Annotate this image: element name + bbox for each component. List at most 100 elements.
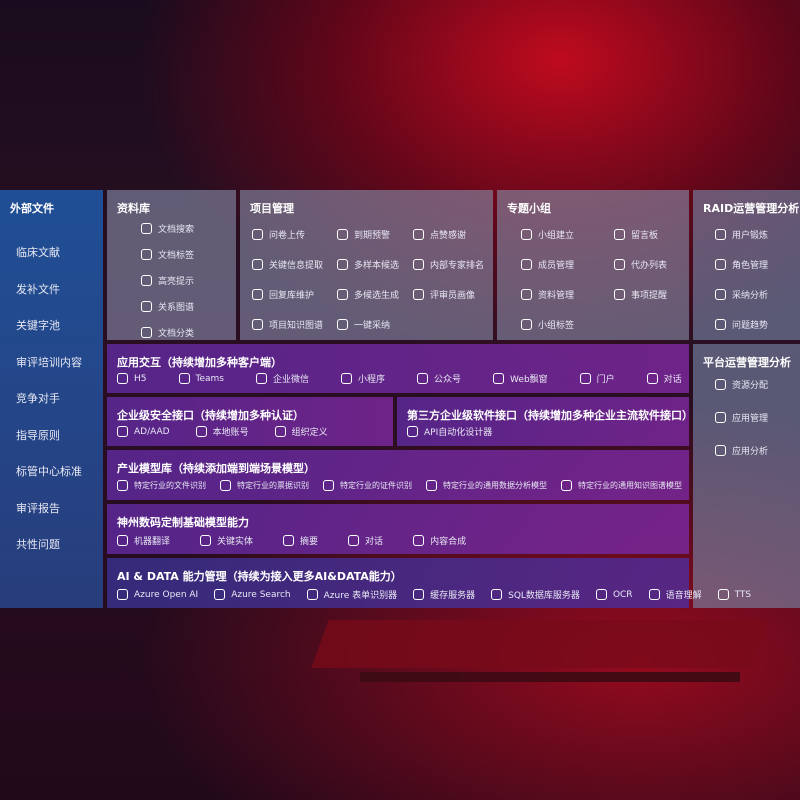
item-label: 点赞感谢 xyxy=(430,231,467,241)
item-label: 企业微信 xyxy=(272,375,309,385)
item-icon xyxy=(283,535,295,546)
item-label: 回复库维护 xyxy=(269,291,315,301)
item-row: Teams xyxy=(178,372,224,385)
item-icon xyxy=(413,289,425,300)
item-icon xyxy=(306,589,318,600)
item-icon xyxy=(337,259,349,270)
panel-title: RAID运营管理分析 xyxy=(703,202,800,215)
item-list: 资源分配 应用管理 应用分析 xyxy=(715,378,768,457)
item-label: API自动化设计器 xyxy=(424,428,493,438)
item-icon xyxy=(717,589,729,600)
item-icon xyxy=(521,229,532,240)
item-icon xyxy=(715,379,726,390)
item-icon xyxy=(614,259,626,270)
item-icon xyxy=(141,249,152,260)
panel-title: AI & DATA 能力管理（持续为接入更多AI&DATA能力） xyxy=(117,570,402,583)
item-row: 特定行业的通用知识图谱模型 xyxy=(561,480,682,491)
item-label: 指导原则 xyxy=(16,428,60,442)
item-icon xyxy=(220,480,231,491)
item-icon xyxy=(348,535,360,546)
item-label: 事项提醒 xyxy=(631,291,668,301)
item-label: 对话 xyxy=(365,537,384,547)
item-row: 应用分析 xyxy=(715,444,768,457)
item-icon xyxy=(117,373,128,384)
item-label: 采纳分析 xyxy=(732,291,769,301)
item-label: 缓存服务器 xyxy=(430,591,476,601)
item-row: 评审员画像 xyxy=(413,288,484,301)
item-list: 文档搜索 文档标签 高亮提示 关系图谱 文档分类 xyxy=(141,222,194,339)
item-row: OCR xyxy=(595,588,633,601)
item-label: 摘要 xyxy=(300,537,319,547)
item-row: 文档分类 xyxy=(141,326,194,339)
item-label: H5 xyxy=(134,373,147,384)
floor-shape xyxy=(311,620,769,668)
item-row: 资料管理 xyxy=(521,288,574,301)
item-label: 代办列表 xyxy=(631,261,668,271)
item-label: 多样本候选 xyxy=(354,261,400,271)
item-label: SQL数据库服务器 xyxy=(508,591,580,601)
item-icon xyxy=(561,480,572,491)
item-icon xyxy=(715,319,726,330)
item-icon xyxy=(417,373,429,384)
item-row: 特定行业的证件识别 xyxy=(323,480,412,491)
item-row: 高亮提示 xyxy=(141,274,194,287)
item-icon xyxy=(521,289,532,300)
item-row: 小组建立 xyxy=(521,228,574,241)
item-row: 文档标签 xyxy=(141,248,194,261)
item-label: Azure Search xyxy=(231,589,291,600)
item-row: 特定行业的票据识别 xyxy=(220,480,309,491)
item-label: 文档标签 xyxy=(158,251,195,261)
item-label: 审评报告 xyxy=(16,501,60,515)
item-label: 竞争对手 xyxy=(16,392,60,405)
item-icon xyxy=(141,327,152,338)
module-panel: 第三方企业级软件接口（持续增加多种企业主流软件接口） API自动化设计器 xyxy=(397,397,693,446)
item-label: Teams xyxy=(195,373,224,384)
item-label: 公众号 xyxy=(434,375,462,385)
item-row: 资源分配 xyxy=(715,378,768,391)
module-panel: AI & DATA 能力管理（持续为接入更多AI&DATA能力） Azure Op… xyxy=(107,558,751,608)
panel-title: 资料库 xyxy=(117,202,150,215)
item-row: Azure Search xyxy=(214,588,291,601)
item-list: 特定行业的文件识别 特定行业的票据识别 特定行业的证件识别 特定行业的通用数据分析模型… xyxy=(117,480,682,491)
item-icon xyxy=(255,373,267,384)
item-row: 关键信息提取 xyxy=(252,258,323,271)
item-label: AD/AAD xyxy=(134,426,170,437)
item-label: 到期预警 xyxy=(354,231,391,241)
item-icon xyxy=(521,259,532,270)
item-row: 小组标签 xyxy=(521,318,574,331)
item-icon xyxy=(252,289,263,300)
item-row: 对话 xyxy=(646,372,682,385)
item-row: 留言板 xyxy=(614,228,667,241)
item-icon xyxy=(117,589,128,600)
item-icon xyxy=(579,373,591,384)
item-label: 特定行业的通用知识图谱模型 xyxy=(578,481,682,490)
item-row: H5 xyxy=(117,372,147,385)
item-icon xyxy=(323,480,334,491)
item-row: 一键采纳 xyxy=(337,318,399,331)
item-row: 特定行业的文件识别 xyxy=(117,480,206,491)
item-row: 缓存服务器 xyxy=(413,588,475,601)
item-label: 关键实体 xyxy=(217,537,254,547)
module-panel: 应用交互（持续增加多种客户端） H5 Teams 企业微信 小程序 公众号 Web飘窗 门户 对… xyxy=(107,344,689,393)
item-label: 文档搜索 xyxy=(158,225,195,235)
item-label: 评审员画像 xyxy=(430,291,476,301)
item-icon xyxy=(413,589,425,600)
item-label: 用户锻炼 xyxy=(732,231,769,241)
module-panel: 资料库 文档搜索 文档标签 高亮提示 关系图谱 文档分类 xyxy=(107,190,236,340)
panel-title: 第三方企业级软件接口（持续增加多种企业主流软件接口） xyxy=(407,409,693,422)
item-row: 组织定义 xyxy=(274,425,328,438)
item-row: 问卷上传 xyxy=(252,228,323,241)
item-icon xyxy=(117,535,128,546)
module-panel: 项目管理 问卷上传 到期预警 点赞感谢 关键信息提取 多样本候选 内部专家排名 回复库维护 多候… xyxy=(240,190,493,340)
item-row: 竞争对手 xyxy=(16,390,82,406)
item-row: 文档搜索 xyxy=(141,222,194,235)
item-row: 代办列表 xyxy=(614,258,667,271)
item-label: 内部专家排名 xyxy=(430,261,485,271)
panel-title: 外部文件 xyxy=(10,202,54,215)
item-row: Azure Open AI xyxy=(117,588,198,601)
item-row: 特定行业的通用数据分析模型 xyxy=(426,480,547,491)
item-icon xyxy=(521,319,532,330)
item-row: AD/AAD xyxy=(117,425,170,438)
item-label: 特定行业的通用数据分析模型 xyxy=(443,481,547,490)
